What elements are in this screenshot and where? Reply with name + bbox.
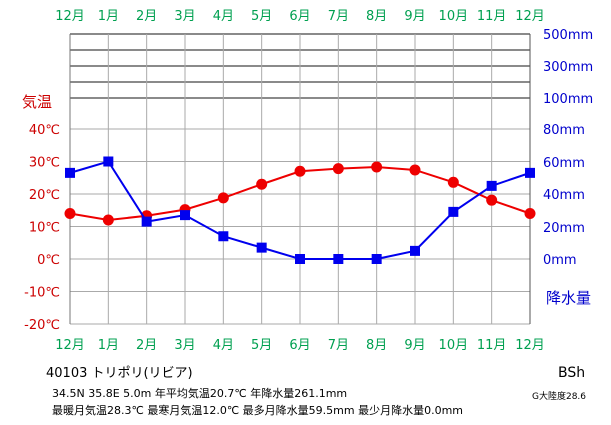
temperature-tick-label: -20℃ (24, 318, 60, 333)
station-title: 40103 トリポリ(リビア) (46, 366, 193, 381)
month-label: 6月 (289, 9, 310, 24)
temperature-point (294, 165, 306, 177)
month-label: 12月 (515, 338, 545, 353)
month-label: 12月 (55, 338, 85, 353)
temperature-axis-label: 気温 (22, 93, 52, 111)
precipitation-point (448, 206, 459, 217)
precipitation-point (103, 156, 114, 167)
precipitation-point (256, 242, 267, 253)
month-label: 6月 (289, 338, 310, 353)
month-label: 3月 (174, 338, 195, 353)
precipitation-point (371, 254, 382, 264)
month-label: 8月 (366, 9, 387, 24)
month-label: 9月 (404, 9, 425, 24)
temperature-point (486, 194, 498, 206)
temperature-point (102, 214, 114, 226)
month-label: 11月 (477, 9, 507, 24)
month-label: 4月 (213, 9, 234, 24)
temperature-tick-label: 10℃ (29, 221, 60, 236)
precipitation-tick-label: 40mm (543, 188, 585, 203)
precipitation-tick-label: 0mm (543, 253, 577, 268)
temperature-tick-label: 40℃ (29, 123, 60, 138)
month-label: 11月 (477, 338, 507, 353)
precipitation-axis-label: 降水量 (546, 289, 591, 307)
precipitation-tick-label: 100mm (543, 92, 593, 107)
month-label: 2月 (136, 338, 157, 353)
precipitation-point (525, 167, 535, 178)
temperature-tick-label: 20℃ (29, 188, 60, 203)
temperature-point (217, 192, 229, 204)
month-label: 10月 (439, 338, 469, 353)
month-label: 12月 (515, 9, 545, 24)
month-label: 12月 (55, 9, 85, 24)
temperature-point (332, 163, 344, 175)
month-label: 3月 (174, 9, 195, 24)
temperature-point (524, 208, 536, 219)
precipitation-point (141, 216, 152, 227)
month-label: 7月 (328, 338, 349, 353)
month-label: 10月 (439, 9, 469, 24)
precipitation-point (333, 254, 344, 264)
climate-class: BSh (558, 365, 586, 381)
month-label: 2月 (136, 9, 157, 24)
climate-chart: 12月 12月 1月 1月 2月 2月 3月 3月 4月 4月 5月 5月 6月 6月 7月 7月 8月 8月 9月… (22, 9, 593, 353)
precipitation-point (410, 245, 420, 256)
continentality: G大陸度28.6 (532, 392, 587, 402)
temperature-tick-label: 0℃ (37, 253, 60, 268)
precipitation-tick-label: 80mm (543, 123, 585, 138)
precipitation-point (65, 167, 75, 178)
month-label: 1月 (98, 338, 119, 353)
station-stats: 34.5N 35.8E 5.0m 年平均気温20.7℃ 年降水量261.1mm (52, 387, 348, 400)
precipitation-tick-label: 500mm (543, 28, 593, 43)
temperature-tick-label: 30℃ (29, 156, 60, 171)
precipitation-tick-label: 60mm (543, 156, 585, 171)
temperature-tick-label: -10℃ (24, 286, 60, 301)
month-label: 5月 (251, 9, 272, 24)
station-extremes: 最暖月気温28.3℃ 最寒月気温12.0℃ 最多月降水量59.5mm 最少月降水… (52, 404, 464, 417)
precipitation-tick-label: 20mm (543, 221, 585, 236)
temperature-point (447, 176, 459, 188)
month-label: 8月 (366, 338, 387, 353)
month-label: 1月 (98, 9, 119, 24)
temperature-point (371, 161, 383, 173)
precipitation-point (486, 180, 497, 191)
month-label: 9月 (404, 338, 425, 353)
temperature-point (64, 208, 76, 219)
temperature-point (256, 178, 268, 190)
temperature-point (409, 164, 421, 176)
precipitation-point (295, 254, 305, 264)
precipitation-tick-label: 300mm (543, 60, 593, 75)
precipitation-point (180, 210, 190, 221)
month-label: 4月 (213, 338, 234, 353)
month-label: 5月 (251, 338, 272, 353)
month-label: 7月 (328, 9, 349, 24)
precipitation-point (218, 231, 229, 242)
